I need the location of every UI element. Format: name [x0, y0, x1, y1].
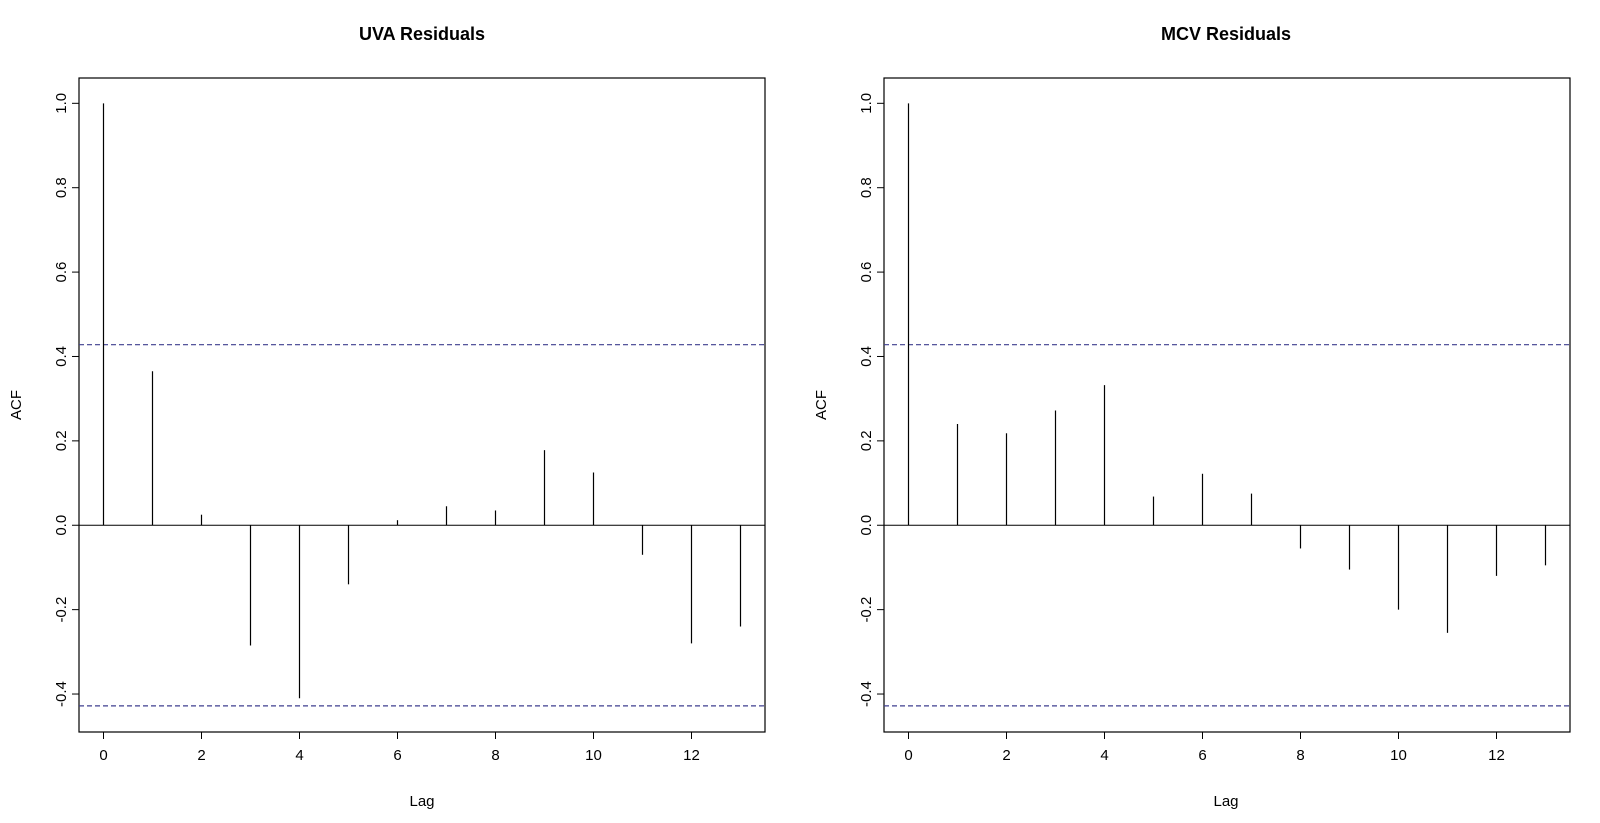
- x-tick-label: 12: [683, 747, 700, 764]
- x-axis-label: Lag: [1213, 793, 1238, 810]
- y-tick-label: 0.8: [53, 177, 70, 198]
- y-tick-label: 1.0: [858, 93, 875, 114]
- y-tick-label: 1.0: [53, 93, 70, 114]
- y-tick-label: 0.4: [53, 346, 70, 367]
- y-axis-label: ACF: [813, 390, 830, 420]
- x-axis-label: Lag: [409, 793, 434, 810]
- x-tick-label: 4: [295, 747, 303, 764]
- x-tick-label: 6: [1198, 747, 1206, 764]
- y-tick-label: 0.6: [858, 262, 875, 283]
- y-tick-label: 0.6: [53, 262, 70, 283]
- y-tick-label: 0.4: [858, 346, 875, 367]
- x-tick-label: 2: [1002, 747, 1010, 764]
- y-tick-label: 0.8: [858, 177, 875, 198]
- chart-title: UVA Residuals: [359, 24, 485, 44]
- y-tick-label: 0.0: [858, 515, 875, 536]
- x-tick-label: 0: [99, 747, 107, 764]
- x-tick-label: 12: [1488, 747, 1505, 764]
- x-tick-label: 8: [1296, 747, 1304, 764]
- x-tick-label: 6: [393, 747, 401, 764]
- chart-title: MCV Residuals: [1161, 24, 1291, 44]
- y-axis-label: ACF: [8, 390, 25, 420]
- x-tick-label: 0: [904, 747, 912, 764]
- y-tick-label: -0.4: [53, 681, 70, 707]
- x-tick-label: 8: [491, 747, 499, 764]
- y-tick-label: -0.2: [858, 597, 875, 623]
- plot-frame: [883, 77, 1571, 733]
- uva-residuals-panel: UVA Residuals Lag ACF 0 2 4 6 8 10 12 -0.4 -0.2 0…: [8, 24, 766, 810]
- y-tick-label: -0.2: [53, 597, 70, 623]
- x-tick-label: 4: [1100, 747, 1108, 764]
- x-tick-label: 10: [1390, 747, 1407, 764]
- x-tick-label: 10: [585, 747, 602, 764]
- mcv-residuals-panel: MCV Residuals Lag ACF 0 2 4 6 8 10 12 -0.4 -0.2 0…: [813, 24, 1571, 810]
- plot-frame: [78, 77, 766, 733]
- y-tick-label: -0.4: [858, 681, 875, 707]
- x-tick-label: 2: [197, 747, 205, 764]
- y-tick-label: 0.2: [53, 430, 70, 451]
- y-tick-label: 0.0: [53, 515, 70, 536]
- y-tick-label: 0.2: [858, 430, 875, 451]
